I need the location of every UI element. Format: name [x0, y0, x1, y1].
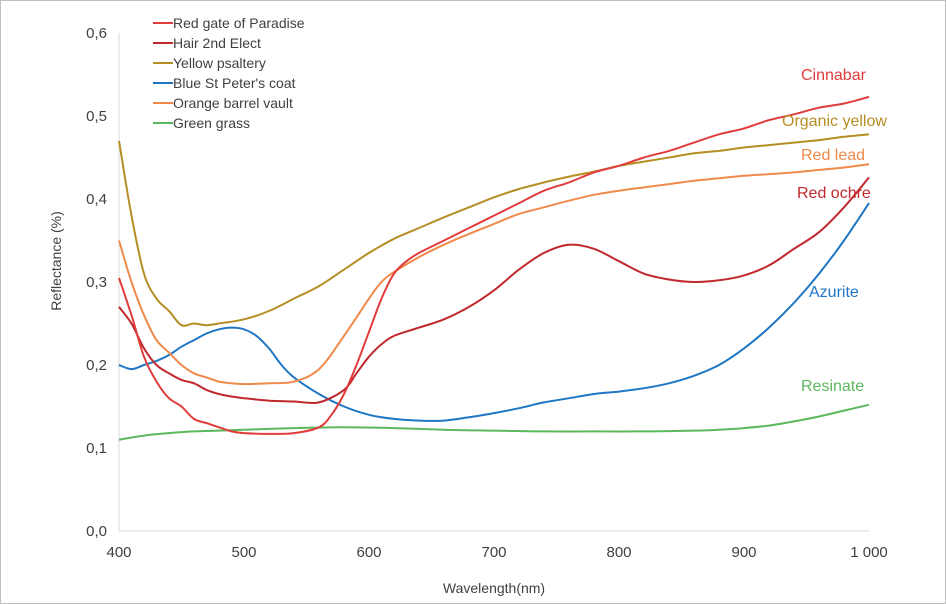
series-annotation: Cinnabar: [801, 67, 867, 84]
y-tick-label: 0,2: [86, 357, 107, 374]
y-tick-label: 0,0: [86, 523, 107, 540]
x-tick-label: 800: [606, 544, 631, 561]
series-line-orange-barrel-vault: [118, 163, 870, 386]
series-annotation: Red ochre: [797, 185, 871, 202]
series-lines: [118, 95, 870, 441]
series-annotation: Organic yellow: [782, 113, 887, 130]
y-tick-label: 0,6: [86, 25, 107, 42]
legend-label: Hair 2nd Elect: [173, 35, 261, 51]
x-tick-label: 1 000: [850, 544, 888, 561]
series-annotation: Azurite: [809, 284, 859, 301]
y-tick-label: 0,3: [86, 274, 107, 291]
series-line-green-grass: [118, 403, 870, 441]
x-tick-label: 700: [481, 544, 506, 561]
series-line-yellow-psaltery: [118, 133, 870, 327]
legend-label: Green grass: [173, 115, 250, 131]
axes: 0,0 0,1 0,2 0,3 0,4 0,5 0,6 400 500 600 700 800 900 1…: [86, 25, 888, 561]
y-tick-label: 0,4: [86, 191, 107, 208]
series-annotation: Resinate: [801, 378, 864, 395]
y-axis-title: Reflectance (%): [48, 211, 64, 311]
y-tick-label: 0,1: [86, 440, 107, 457]
legend: Red gate of Paradise Hair 2nd Elect Yellow…: [153, 15, 305, 131]
x-tick-label: 400: [106, 544, 131, 561]
y-tick-label: 0,5: [86, 108, 107, 125]
legend-label: Orange barrel vault: [173, 95, 293, 111]
x-tick-label: 900: [731, 544, 756, 561]
series-annotations: Cinnabar Red ochre Organic yellow Azurite Re…: [782, 67, 887, 395]
x-axis-title: Wavelength(nm): [443, 580, 545, 596]
x-tick-label: 500: [231, 544, 256, 561]
legend-label: Red gate of Paradise: [173, 15, 305, 31]
legend-label: Blue St Peter's coat: [173, 75, 296, 91]
series-line-blue-st-peter-s-coat: [118, 202, 870, 422]
legend-label: Yellow psaltery: [173, 55, 266, 71]
series-line-hair-2nd-elect: [118, 176, 870, 405]
series-annotation: Red lead: [801, 147, 865, 164]
x-tick-label: 600: [356, 544, 381, 561]
series-line-red-gate-of-paradise: [118, 95, 870, 435]
